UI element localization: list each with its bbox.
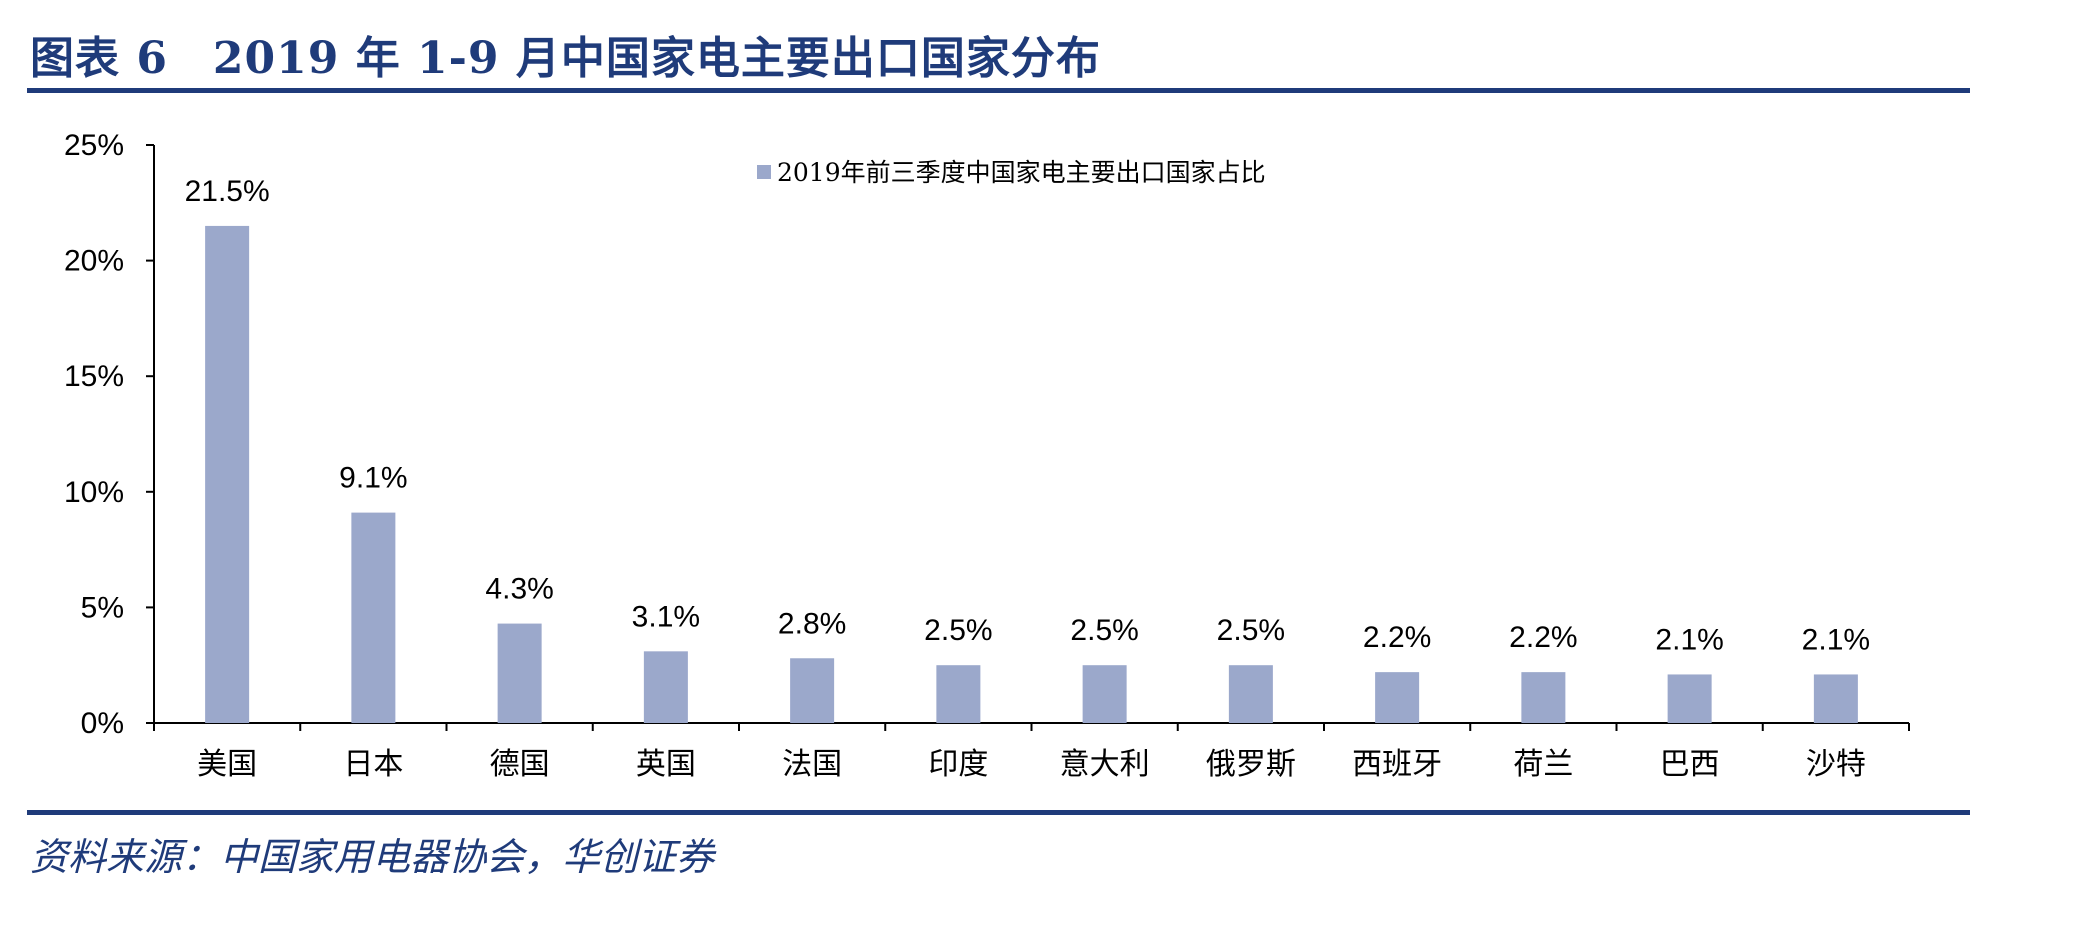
category-label: 法国 [782, 747, 842, 782]
bar-1 [205, 225, 250, 724]
bar-7 [1082, 665, 1127, 723]
data-label: 9.1% [339, 462, 407, 495]
data-label: 2.5% [1217, 614, 1285, 647]
legend-swatch [757, 165, 771, 179]
category-label: 俄罗斯 [1206, 747, 1296, 782]
category-label: 沙特 [1806, 747, 1866, 782]
category-label: 美国 [197, 747, 257, 782]
category-label: 荷兰 [1513, 747, 1573, 782]
category-label: 德国 [490, 747, 550, 782]
bar-11 [1667, 674, 1712, 723]
data-label: 2.5% [924, 614, 992, 647]
data-label: 2.8% [778, 607, 846, 640]
y-tick-label: 15% [64, 360, 124, 393]
category-label: 印度 [928, 747, 988, 782]
category-label: 西班牙 [1352, 747, 1442, 782]
data-label: 3.1% [632, 600, 700, 633]
data-label: 2.2% [1363, 621, 1431, 654]
source-note: 资料来源：中国家用电器协会，华创证券 [30, 835, 715, 879]
y-tick-label: 20% [64, 245, 124, 278]
category-label: 日本 [343, 747, 403, 782]
data-label: 2.1% [1655, 623, 1723, 656]
chart-title: 图表 6 2019 年 1-9 月中国家电主要出口国家分布 [30, 33, 1101, 84]
axes: 0% 5% 10% 15% 20% 25% [64, 129, 1910, 740]
bar-5 [790, 658, 835, 723]
data-label: 2.5% [1070, 614, 1138, 647]
legend: 2019年前三季度中国家电主要出口国家占比 [757, 158, 1266, 187]
labels: 21.5% 美国 9.1% 日本 4.3% 德国 3.1% 英国 2.8% 法国 2.5% 印度 2.5… [185, 175, 1870, 782]
title-underline [27, 88, 1970, 93]
bar-8 [1228, 665, 1273, 723]
bar-6 [936, 665, 981, 723]
y-tick-label: 5% [81, 591, 124, 624]
data-label: 2.2% [1509, 621, 1577, 654]
data-label: 4.3% [485, 573, 553, 606]
y-tick-label: 25% [64, 129, 124, 162]
bars [205, 225, 1858, 724]
bar-2 [351, 512, 396, 723]
footer-rule [27, 810, 1970, 815]
bar-12 [1813, 674, 1858, 723]
y-tick-label: 0% [81, 707, 124, 740]
bar-4 [643, 651, 688, 723]
bar-chart: 2019年前三季度中国家电主要出口国家占比 0% 5% 10% 15% 20% 25% 2… [64, 129, 1910, 782]
bar-9 [1375, 672, 1420, 723]
data-label: 21.5% [185, 175, 270, 208]
category-label: 巴西 [1660, 747, 1720, 782]
category-label: 意大利 [1060, 747, 1150, 782]
data-label: 2.1% [1802, 623, 1870, 656]
bar-3 [497, 623, 542, 723]
category-label: 英国 [636, 747, 696, 782]
bar-10 [1521, 672, 1566, 723]
y-tick-label: 10% [64, 476, 124, 509]
legend-label: 2019年前三季度中国家电主要出口国家占比 [777, 158, 1266, 187]
